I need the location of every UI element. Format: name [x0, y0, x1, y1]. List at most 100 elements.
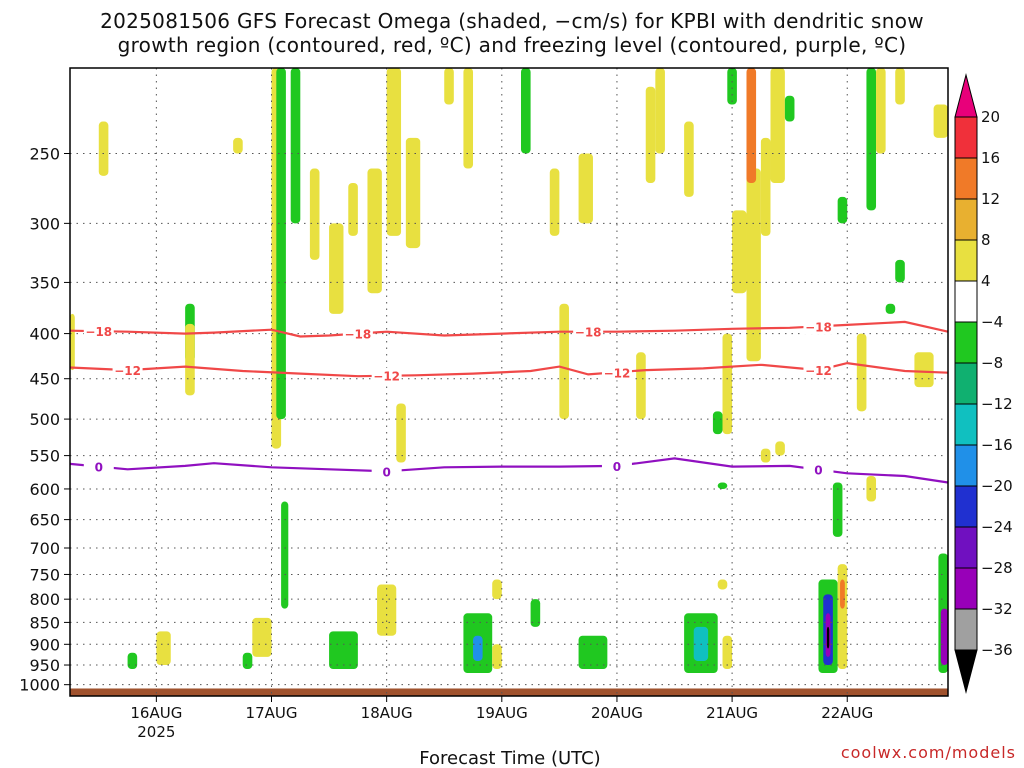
colorbar-box: [954, 157, 978, 200]
y-tick-label: 600: [29, 480, 60, 499]
omega-cell: [717, 482, 728, 489]
omega-cell: [645, 86, 656, 183]
colorbar-label: −32: [981, 600, 1013, 618]
y-tick-label: 650: [29, 511, 60, 530]
colorbar-label: −12: [981, 395, 1013, 413]
colorbar-box: [954, 444, 978, 487]
omega-cell: [444, 68, 454, 105]
omega-cell: [732, 210, 747, 294]
omega-cell: [530, 599, 541, 627]
omega-cell: [775, 441, 785, 456]
colorbar: 20 16 12 8 4 −4 −8 −12 −16 −20 −24 −28 −32 −36: [954, 73, 1013, 694]
omega-cell: [329, 631, 358, 670]
y-tick-label: 450: [29, 370, 60, 389]
contour-label-bg: [83, 323, 114, 340]
omega-cell: [377, 584, 397, 636]
colorbar-label: −28: [981, 559, 1013, 577]
omega-cell: [156, 631, 171, 666]
x-tick-label: 16AUG: [130, 704, 182, 722]
contour-label-bg: [371, 463, 402, 480]
colorbar-box: [954, 485, 978, 528]
contour-label: −12: [604, 366, 631, 380]
omega-cell: [727, 68, 737, 105]
colorbar-label: 8: [981, 231, 991, 249]
y-tick-label: 350: [29, 273, 60, 292]
contour-label-bg: [803, 362, 834, 379]
omega-cell: [876, 68, 886, 154]
contour-line--18: [69, 320, 949, 338]
omega-cell: [840, 579, 845, 609]
contour-label-bg: [803, 461, 834, 478]
contour-lines: −18 −18 −18 −18 −12 −12 −12 −12 0 0 0 0: [69, 318, 949, 484]
colorbar-label: −20: [981, 477, 1013, 495]
colorbar-box: [954, 567, 978, 610]
x-tick-label: 22AUG: [821, 704, 873, 722]
colorbar-label: −8: [981, 354, 1003, 372]
y-tick-label: 550: [29, 447, 60, 466]
omega-cell: [405, 137, 421, 249]
colorbar-box: [954, 362, 978, 405]
omega-cell: [895, 68, 905, 105]
x-tick-label: 17AUG: [246, 704, 298, 722]
omega-cell: [866, 68, 877, 211]
omega-cell: [826, 626, 830, 649]
credit-text: coolwx.com/models: [841, 743, 1016, 762]
x-tick-label: 21AUG: [706, 704, 758, 722]
omega-cell: [746, 68, 757, 183]
colorbar-label: −4: [981, 313, 1003, 331]
omega-cell: [463, 68, 474, 169]
omega-cell: [722, 333, 733, 435]
omega-cell: [549, 168, 560, 236]
contour-label-bg: [112, 362, 143, 379]
x-tick-label: 18AUG: [361, 704, 413, 722]
chart-title-line1: 2025081506 GFS Forecast Omega (shaded, −…: [100, 9, 924, 33]
colorbar-box: [954, 526, 978, 569]
y-tick-label: 300: [29, 214, 60, 233]
omega-cell: [940, 608, 948, 666]
contour-label-bg: [573, 323, 604, 340]
contour-label: −18: [344, 328, 371, 342]
omega-cell: [722, 635, 733, 670]
omega-cell: [127, 652, 138, 670]
colorbar-top-arrow: [954, 73, 978, 118]
omega-cell: [242, 652, 253, 670]
omega-shading: [70, 68, 948, 674]
grid-lines: [70, 68, 948, 696]
contour-label-bg: [803, 318, 834, 335]
y-tick-label: 400: [29, 325, 60, 344]
y-tick-label: 950: [29, 656, 60, 675]
omega-cell: [281, 501, 289, 609]
plot-frame: [69, 67, 949, 697]
contour-label-bg: [342, 325, 373, 342]
y-tick-label: 900: [29, 635, 60, 654]
colorbar-box: [954, 403, 978, 446]
y-tick-label: 1000: [19, 676, 60, 695]
omega-cell: [473, 635, 483, 661]
omega-cell: [520, 68, 531, 154]
x-tick-label: 19AUG: [476, 704, 528, 722]
omega-cell: [252, 617, 272, 657]
y-tick-label: 500: [29, 410, 60, 429]
x-tick-label: 20AUG: [591, 704, 643, 722]
contour-label: 0: [613, 460, 621, 474]
omega-cell: [895, 259, 905, 283]
omega-cell: [885, 303, 896, 314]
surface-band: [70, 688, 948, 696]
omega-cell: [559, 303, 569, 420]
omega-cell: [866, 475, 877, 502]
omega-cell: [185, 323, 195, 396]
contour-label: 0: [814, 464, 822, 478]
x-axis-label: Forecast Time (UTC): [419, 748, 600, 768]
omega-cell: [717, 579, 728, 590]
omega-cell: [492, 644, 502, 670]
y-tick-label: 800: [29, 590, 60, 609]
colorbar-label: 16: [981, 149, 1000, 167]
contour-label-bg: [371, 367, 402, 384]
omega-cell: [348, 182, 358, 236]
contour-label: 0: [382, 465, 390, 479]
omega-cell: [856, 333, 867, 412]
contour-label: −18: [85, 325, 112, 339]
omega-cell: [98, 121, 109, 176]
contour-label-bg: [601, 457, 632, 474]
